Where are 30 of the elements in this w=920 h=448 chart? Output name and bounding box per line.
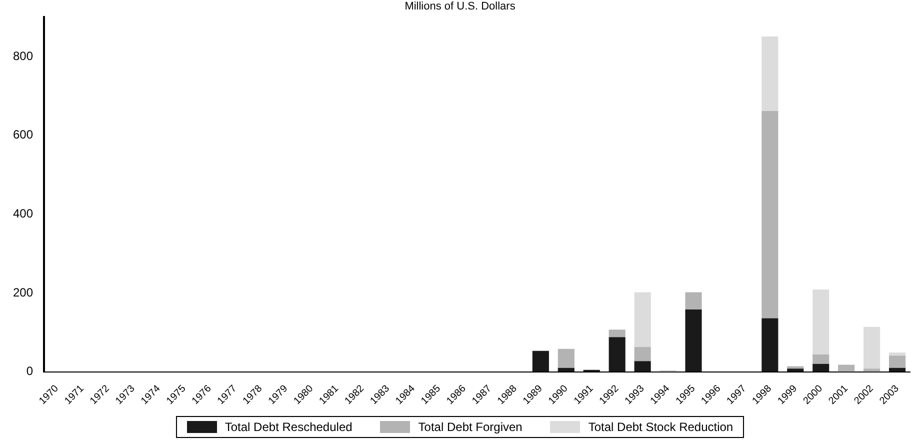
bar	[634, 361, 651, 372]
bar	[685, 310, 702, 372]
bar	[888, 352, 906, 356]
bar	[787, 368, 804, 372]
y-tick-label: 0	[26, 364, 34, 378]
bar	[812, 289, 830, 354]
chart-title: Millions of U.S. Dollars	[404, 0, 516, 13]
bar	[558, 348, 574, 368]
bar	[532, 350, 549, 372]
bar	[762, 36, 778, 111]
bar	[864, 368, 880, 372]
y-tick-label: 400	[12, 206, 34, 221]
bar	[762, 110, 778, 318]
bar	[634, 346, 651, 362]
bar	[812, 364, 830, 372]
bar	[888, 356, 906, 368]
bar	[685, 292, 702, 310]
legend-label: Total Debt Stock Reduction	[588, 420, 734, 434]
bar	[762, 318, 778, 372]
y-tick-label: 600	[12, 128, 34, 142]
bar	[812, 354, 830, 364]
bar	[608, 330, 626, 338]
legend-label: Total Debt Rescheduled	[224, 420, 352, 434]
bar	[864, 326, 880, 369]
legend-label: Total Debt Forgiven	[418, 420, 522, 434]
bar	[838, 364, 855, 372]
bar	[608, 337, 626, 372]
bar	[634, 292, 651, 347]
y-tick-label: 800	[12, 48, 34, 63]
y-tick-label: 200	[12, 285, 34, 300]
